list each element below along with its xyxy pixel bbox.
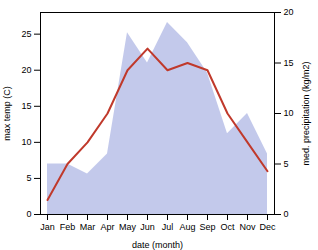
svg-text:5: 5 [26, 173, 31, 183]
svg-text:25: 25 [21, 29, 31, 39]
svg-text:Jul: Jul [162, 222, 174, 232]
svg-text:Apr: Apr [100, 222, 114, 232]
svg-text:15: 15 [284, 58, 294, 68]
svg-text:max temp (C): max temp (C) [2, 86, 12, 141]
svg-text:Oct: Oct [220, 222, 235, 232]
svg-text:Sep: Sep [199, 222, 215, 232]
svg-text:Aug: Aug [179, 222, 195, 232]
svg-text:Jun: Jun [140, 222, 155, 232]
svg-text:20: 20 [284, 7, 294, 17]
svg-text:5: 5 [284, 159, 289, 169]
svg-text:10: 10 [284, 108, 294, 118]
svg-text:Mar: Mar [80, 222, 96, 232]
svg-text:Nov: Nov [239, 222, 256, 232]
svg-text:date (month): date (month) [132, 240, 183, 250]
svg-text:10: 10 [21, 137, 31, 147]
svg-text:15: 15 [21, 101, 31, 111]
svg-text:Jan: Jan [40, 222, 55, 232]
svg-text:Feb: Feb [60, 222, 76, 232]
svg-text:May: May [119, 222, 137, 232]
svg-text:0: 0 [26, 209, 31, 219]
svg-text:med. precipitation (kg/m2): med. precipitation (kg/m2) [301, 61, 311, 165]
svg-text:20: 20 [21, 65, 31, 75]
svg-text:0: 0 [284, 209, 289, 219]
svg-text:Dec: Dec [259, 222, 276, 232]
